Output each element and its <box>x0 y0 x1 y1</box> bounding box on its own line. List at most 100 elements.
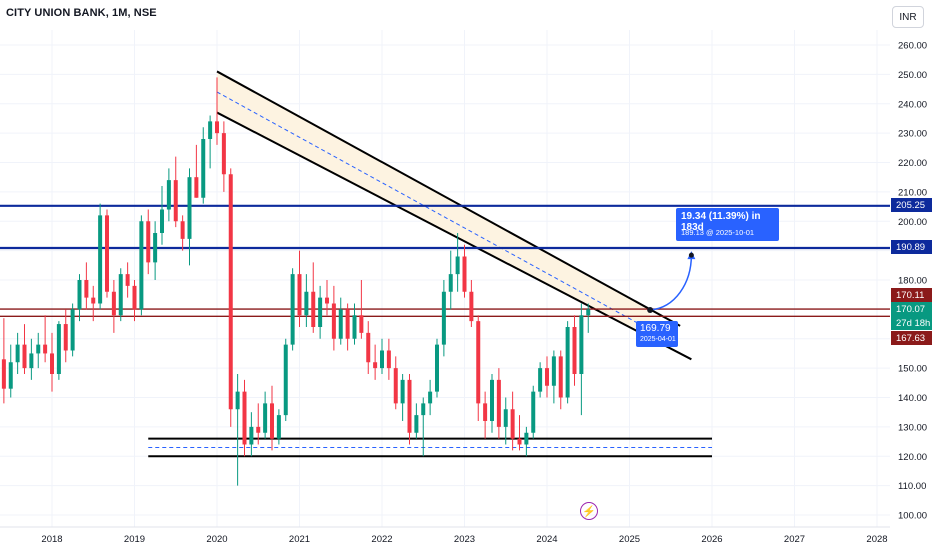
candle-body <box>414 415 419 433</box>
candle-body <box>77 280 82 310</box>
time-tick-label: 2026 <box>701 534 722 545</box>
time-tick-label: 2028 <box>866 534 887 545</box>
channel-fill <box>217 71 651 338</box>
candle-body <box>545 368 549 386</box>
time-axis[interactable]: 2018 2019 2020 2021 2022 2023 2024 2025 2026 2027… <box>0 526 890 545</box>
candle-body <box>558 356 563 398</box>
price-tick-label: 260.00 <box>898 41 927 52</box>
candle-body <box>173 180 178 222</box>
candle-body <box>517 438 522 445</box>
candle-body <box>249 426 254 445</box>
candle-body <box>215 121 219 134</box>
candle-body <box>366 332 371 363</box>
candle-body <box>111 291 116 316</box>
point-price: 169.79 <box>640 323 671 334</box>
candle-body <box>421 403 426 416</box>
candle-body <box>187 177 192 239</box>
candle-body <box>132 285 137 310</box>
candle-body <box>22 344 27 369</box>
candle-body <box>325 297 329 304</box>
candle-body <box>503 409 508 427</box>
chart-grid <box>0 30 890 527</box>
time-tick-label: 2019 <box>124 534 145 545</box>
candle-body <box>352 315 357 339</box>
candle-body <box>380 350 384 369</box>
candle-body <box>160 209 164 233</box>
candle-body <box>318 297 323 327</box>
candle-body <box>180 221 185 239</box>
chart-title: CITY UNION BANK, 1M, NSE <box>6 7 157 19</box>
time-tick-label: 2018 <box>41 534 62 545</box>
candle-body <box>228 174 233 410</box>
candle-body <box>441 291 446 345</box>
candle-body <box>510 409 515 439</box>
candle-body <box>490 379 494 421</box>
candle-body <box>256 426 261 433</box>
price-axis-bg <box>890 0 932 550</box>
currency-button[interactable]: INR <box>892 6 924 28</box>
candle-body <box>208 121 213 139</box>
time-tick-label: 2025 <box>619 534 640 545</box>
candle-body <box>579 315 584 374</box>
price-tick-label: 240.00 <box>898 99 927 110</box>
candle-body <box>221 133 226 175</box>
candle-body <box>359 315 364 333</box>
candle-body <box>235 391 240 410</box>
candle-body <box>524 432 529 445</box>
price-tick-label: 120.00 <box>898 452 927 463</box>
candle-body <box>462 256 467 292</box>
candle-body <box>56 324 61 374</box>
candle-body <box>572 327 577 374</box>
time-tick-label: 2027 <box>784 534 805 545</box>
price-tick-label: 200.00 <box>898 217 927 228</box>
projection-label: 19.34 (11.39%) in 183d 189.13 @ 2025-10-… <box>676 208 779 241</box>
candle-body <box>496 379 501 427</box>
price-tick-label: 100.00 <box>898 511 927 522</box>
point-date: 2025-04-01 <box>640 336 676 343</box>
support-zone[interactable] <box>148 437 712 458</box>
channel-mid-dashed <box>216 91 651 331</box>
projection-curve <box>650 255 693 311</box>
candle-body <box>565 327 570 398</box>
projection-arrow[interactable] <box>647 251 696 313</box>
candle-body <box>125 274 130 286</box>
candle-body <box>469 291 474 322</box>
candle-body <box>50 353 54 374</box>
channel-lower-line <box>216 111 692 361</box>
candle-body <box>400 379 405 404</box>
time-tick-label: 2022 <box>371 534 392 545</box>
candle-body <box>194 177 199 198</box>
candle-body <box>386 350 391 369</box>
candle-body <box>483 403 488 421</box>
candle-body <box>283 344 288 416</box>
candle-body <box>551 356 556 386</box>
time-tick-label: 2021 <box>289 534 310 545</box>
candle-body <box>297 274 302 316</box>
point-label: 169.79 2025-04-01 <box>636 321 678 347</box>
projection-end-dot <box>688 252 694 258</box>
channel-upper-line <box>216 70 681 327</box>
candle-body <box>263 403 268 433</box>
projection-change: 19.34 (11.39%) in 183d <box>681 211 761 233</box>
candle-body <box>70 309 75 351</box>
candle-body <box>531 391 536 433</box>
candle-body <box>448 274 453 292</box>
candle-body <box>118 274 123 316</box>
price-tick-label: 210.00 <box>898 187 927 198</box>
candle-body <box>407 379 412 433</box>
candle-body <box>242 391 247 445</box>
candle-body <box>8 362 13 389</box>
candle-body <box>393 368 398 404</box>
price-axis[interactable]: 260.00 250.00 240.00 230.00 220.00 210.00 200.… <box>890 0 932 550</box>
lightning-icon[interactable]: ⚡ <box>580 502 598 520</box>
price-tick-label: 110.00 <box>898 481 926 492</box>
price-tick-label: 230.00 <box>898 129 927 140</box>
descending-channel[interactable] <box>216 70 692 361</box>
price-tick-label: 250.00 <box>898 70 927 81</box>
candle-body <box>153 233 158 263</box>
candle-body <box>276 415 281 439</box>
price-tag-170-11: 170.11 <box>891 288 932 302</box>
projection-target: 189.13 @ 2025-10-01 <box>681 228 755 237</box>
projection-start-dot <box>647 306 654 313</box>
